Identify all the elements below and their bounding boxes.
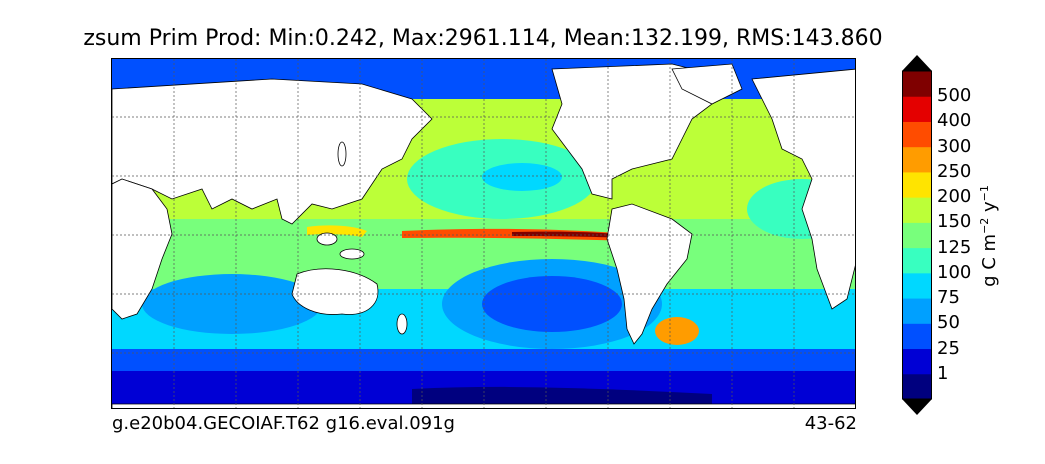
- colorbar-tick-label: 150: [937, 211, 972, 233]
- colorbar-tick-label: 100: [937, 261, 972, 283]
- south-pacific-gyre-core: [482, 276, 622, 332]
- southern-ocean-band: [112, 349, 855, 371]
- colorbar-swatch: [902, 96, 932, 122]
- colorbar-tick-label: 300: [937, 135, 972, 157]
- colorbar-units: g C m−2 y−1: [978, 185, 1000, 287]
- patagonian-shelf: [655, 317, 699, 345]
- colorbar-tick-label: 25: [937, 337, 960, 359]
- australia: [291, 268, 379, 315]
- colorbar-swatch: [902, 348, 932, 375]
- indo-pacific-patch: [307, 225, 367, 237]
- colorbar-swatch: [902, 323, 932, 350]
- colorbar-tick-label: 1: [937, 362, 949, 384]
- colorbar-tick-label: 75: [937, 287, 960, 309]
- run-identifier: g.e20b04.GECOIAF.T62 g16.eval.091g: [112, 413, 455, 434]
- map-title: zsum Prim Prod: Min:0.242, Max:2961.114,…: [83, 26, 883, 51]
- colorbar-swatch: [902, 171, 932, 198]
- colorbar-tick-label: 500: [937, 85, 972, 107]
- colorbar-swatch: [902, 272, 932, 299]
- colorbar-swatch: [902, 373, 932, 400]
- colorbar-tick-label: 50: [937, 312, 960, 334]
- africa: [112, 178, 173, 320]
- south-indian-gyre: [142, 274, 322, 334]
- year-range: 43-62: [804, 413, 857, 434]
- colorbar-swatch: [902, 121, 932, 148]
- graticule: [112, 59, 855, 408]
- antarctic-low: [412, 386, 712, 408]
- ocean-productivity-map: [111, 58, 856, 409]
- colorbar-swatch: [902, 71, 932, 97]
- colorbar-swatch: [902, 197, 932, 223]
- colorbar-tick-label: 400: [937, 110, 972, 132]
- island-newzealand: [396, 313, 408, 335]
- colorbar-swatch: [902, 222, 932, 249]
- colorbar-swatch: [902, 298, 932, 324]
- south-america: [606, 203, 693, 345]
- colorbar-extend-min: [902, 399, 932, 415]
- colorbar-outline: [902, 70, 932, 400]
- greenland: [671, 63, 743, 105]
- eurasia: [112, 78, 433, 225]
- europe-africa: [751, 68, 855, 310]
- colorbar-swatch: [902, 146, 932, 173]
- island-japan: [337, 141, 347, 167]
- island-newguinea: [339, 248, 365, 260]
- colorbar-extend-max: [902, 55, 932, 71]
- colorbar-labels: 1 25 50 75 100 125 150 200 250 300 400 500: [937, 0, 997, 464]
- colorbar-tick-label: 250: [937, 160, 972, 182]
- north-pacific-gyre-core: [482, 163, 562, 191]
- colorbar: [902, 55, 932, 415]
- island-borneo: [316, 232, 338, 246]
- map-canvas: [112, 59, 855, 408]
- colorbar-tick-label: 200: [937, 186, 972, 208]
- indian-ocean-band: [222, 229, 462, 289]
- colorbar-tick-label: 125: [937, 236, 972, 258]
- colorbar-swatch: [902, 247, 932, 274]
